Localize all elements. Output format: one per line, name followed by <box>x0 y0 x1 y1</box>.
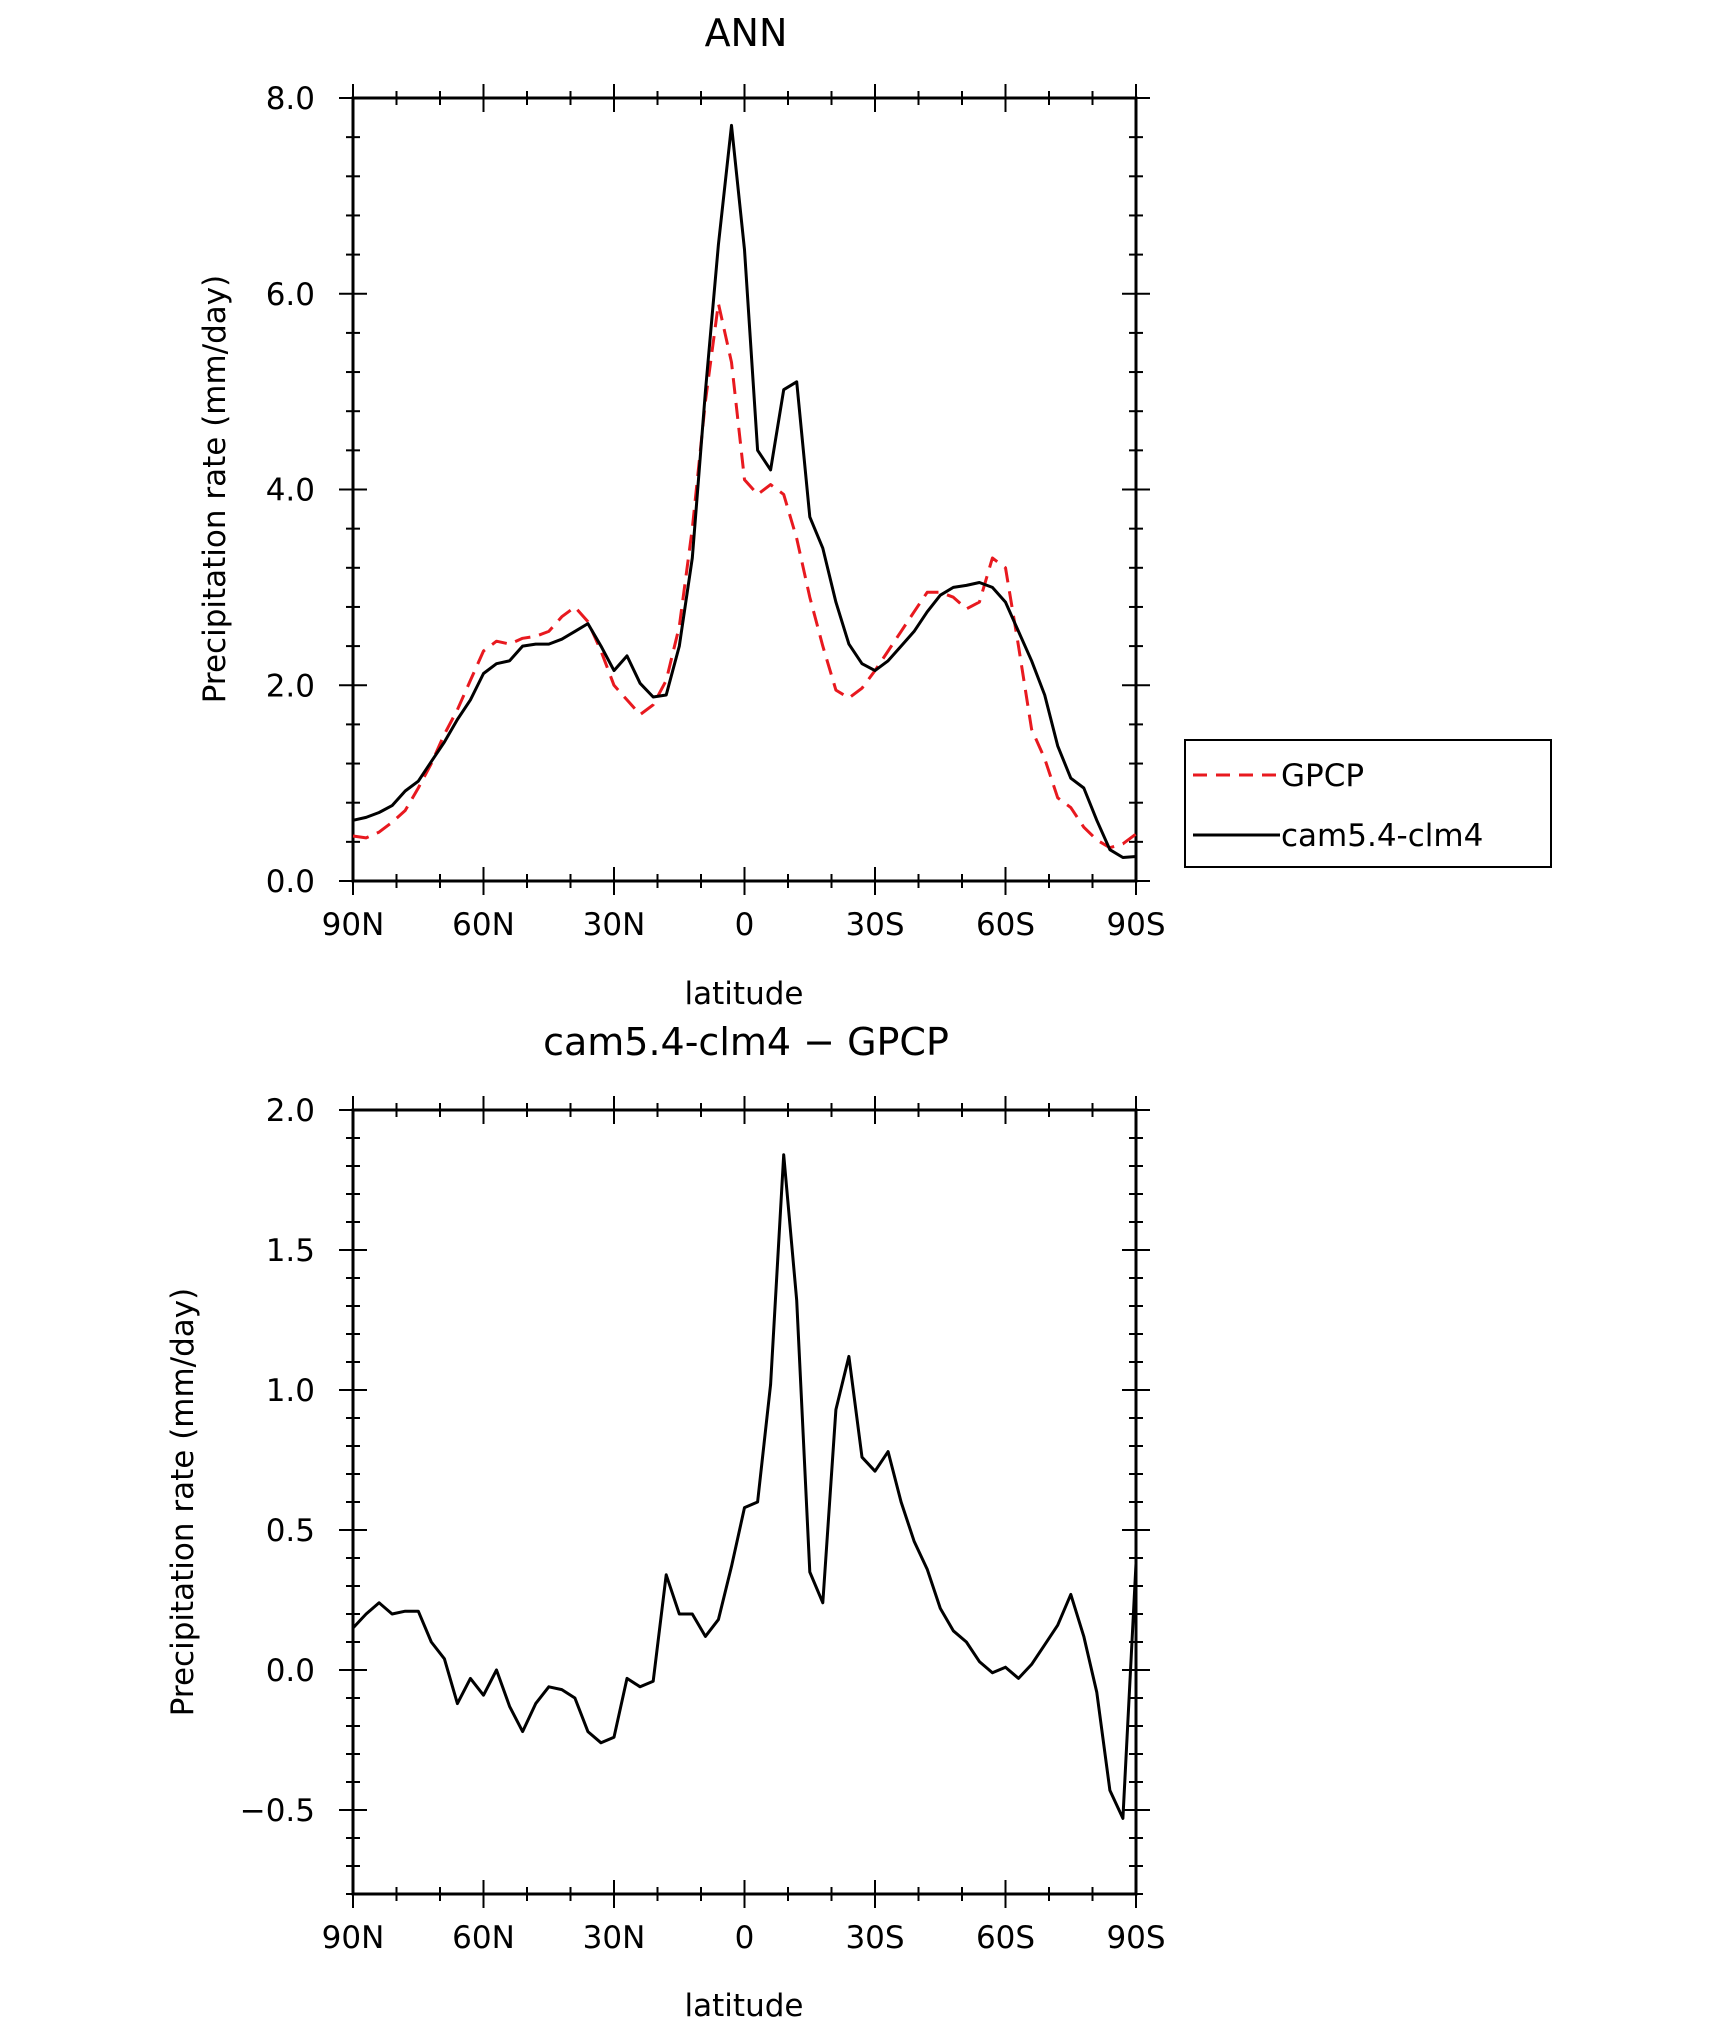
x-axis-label: latitude <box>685 976 804 1012</box>
plot-frame <box>351 96 1138 883</box>
y-tick-label: 0.0 <box>266 864 315 900</box>
x-tick-label: 30N <box>583 1920 646 1956</box>
series-line-difference <box>351 1153 1138 1820</box>
y-tick-label: 0.0 <box>266 1653 315 1689</box>
x-tick-label: 0 <box>735 907 755 943</box>
x-tick-label: 90S <box>1106 907 1165 943</box>
x-tick-label: 30N <box>583 907 646 943</box>
chart-title: ANN <box>705 11 788 55</box>
mean-precipitation-chart: ANN 90N 60N 30N 0 30S 60S 90S 0.0 2.0 4.0 6.0 8.0 l… <box>197 11 1552 1012</box>
y-tick-label: 6.0 <box>266 277 315 313</box>
chart-title: cam5.4-clm4 − GPCP <box>543 1020 949 1064</box>
legend-label-gpcp: GPCP <box>1281 758 1364 794</box>
y-axis-label: Precipitation rate (mm/day) <box>165 1288 201 1717</box>
plot-frame <box>351 1108 1138 1896</box>
x-tick-label: 90N <box>322 1920 385 1956</box>
y-tick-label: 2.0 <box>266 1093 315 1129</box>
x-tick-label: 60N <box>452 907 515 943</box>
y-tick-label: 1.0 <box>266 1373 315 1409</box>
x-tick-label: 90S <box>1106 1920 1165 1956</box>
x-axis-label: latitude <box>685 1988 804 2021</box>
x-tick-label: 60S <box>976 1920 1035 1956</box>
x-tick-label: 30S <box>845 1920 904 1956</box>
y-tick-label: 8.0 <box>266 81 315 117</box>
difference-chart: cam5.4-clm4 − GPCP 90N 60N 30N 0 30S 60S 90S −0… <box>165 1020 1166 2021</box>
x-tick-label: 0 <box>735 1920 755 1956</box>
series-line-gpcp <box>352 302 1137 850</box>
legend-box <box>1184 739 1552 868</box>
y-tick-label: 0.5 <box>266 1513 315 1549</box>
legend: GPCP cam5.4-clm4 <box>1184 739 1552 868</box>
legend-label-cam: cam5.4-clm4 <box>1281 818 1483 854</box>
y-tick-label: 4.0 <box>266 473 315 509</box>
x-tick-label: 60N <box>452 1920 515 1956</box>
x-tick-label: 90N <box>322 907 385 943</box>
y-tick-label: 2.0 <box>266 668 315 704</box>
x-tick-label: 30S <box>845 907 904 943</box>
y-axis-label: Precipitation rate (mm/day) <box>197 275 233 704</box>
y-tick-label: 1.5 <box>266 1233 315 1269</box>
y-tick-label: −0.5 <box>240 1793 315 1829</box>
series-line-cam5-4-clm4 <box>352 123 1137 859</box>
x-tick-label: 60S <box>976 907 1035 943</box>
